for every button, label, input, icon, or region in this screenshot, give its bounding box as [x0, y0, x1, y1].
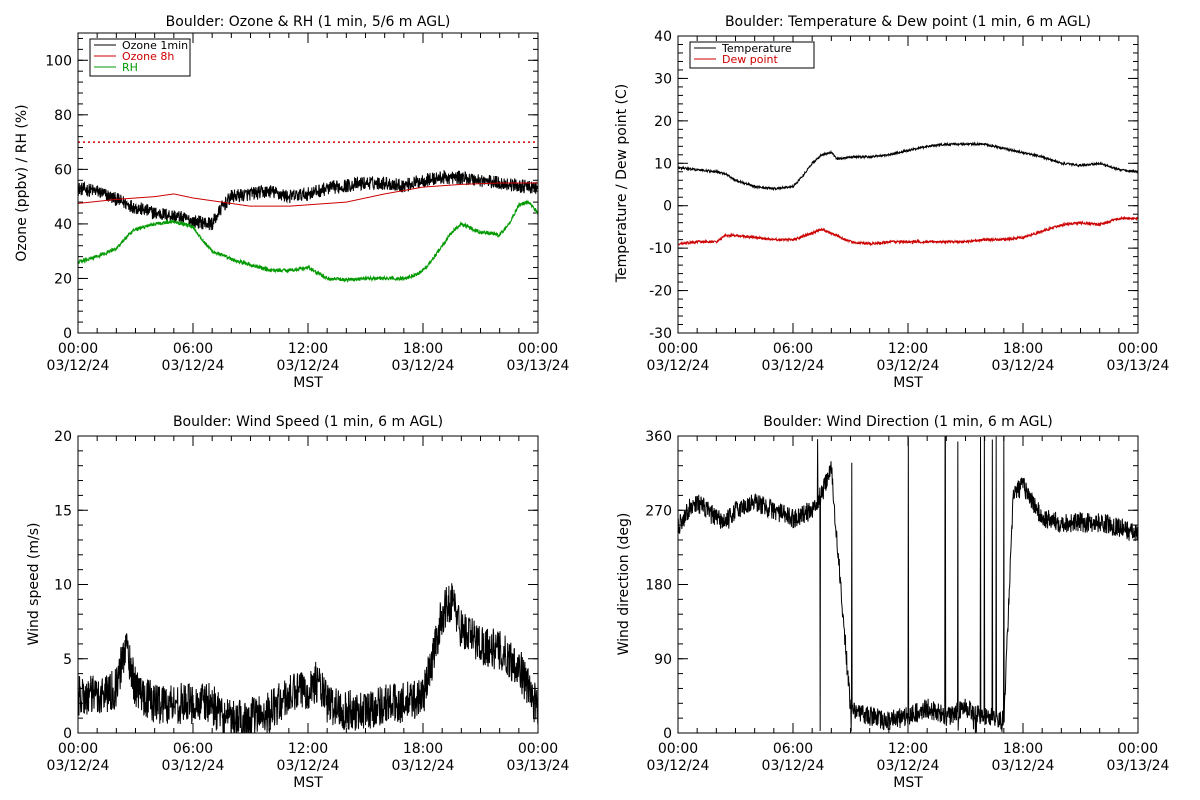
x-tick-time-label: 00:00	[658, 341, 698, 357]
series-line	[677, 215, 1139, 247]
series-line	[77, 182, 538, 207]
x-tick-date-label: 03/12/24	[47, 358, 110, 374]
y-tick-label: -10	[649, 241, 672, 257]
y-tick-label: 20	[654, 114, 672, 130]
panel-wind-direction: Boulder: Wind Direction (1 min, 6 m AGL)…	[616, 414, 1170, 791]
panel-title: Boulder: Ozone & RH (1 min, 5/6 m AGL)	[166, 14, 451, 30]
y-axis-label: Wind speed (m/s)	[26, 523, 42, 646]
y-tick-label: 0	[663, 199, 672, 215]
y-tick-label: 60	[54, 162, 72, 178]
x-tick-time-label: 00:00	[1118, 341, 1158, 357]
y-axis-label: Wind direction (deg)	[616, 513, 632, 656]
x-axis-label: MST	[293, 775, 323, 791]
x-tick-time-label: 18:00	[403, 741, 443, 757]
x-tick-date-label: 03/12/24	[392, 358, 455, 374]
series-line	[677, 141, 1139, 192]
y-tick-label: 80	[54, 108, 72, 124]
y-tick-label: 0	[63, 726, 72, 742]
x-tick-time-label: 00:00	[658, 741, 698, 757]
y-tick-label: 20	[54, 271, 72, 287]
x-tick-date-label: 03/12/24	[392, 758, 455, 774]
legend-label: RH	[122, 61, 138, 74]
x-tick-date-label: 03/12/24	[762, 358, 825, 374]
x-tick-date-label: 03/12/24	[47, 758, 110, 774]
y-axis-label: Ozone (ppbv) / RH (%)	[14, 104, 30, 261]
x-tick-date-label: 03/13/24	[1107, 358, 1170, 374]
plot-frame	[77, 435, 539, 734]
y-tick-label: 90	[654, 652, 672, 668]
x-tick-date-label: 03/12/24	[762, 758, 825, 774]
y-tick-label: 5	[63, 652, 72, 668]
panel-title: Boulder: Wind Direction (1 min, 6 m AGL)	[763, 414, 1052, 430]
x-tick-date-label: 03/12/24	[162, 758, 225, 774]
y-tick-label: 10	[654, 156, 672, 172]
series-line	[77, 199, 539, 283]
x-tick-time-label: 06:00	[173, 741, 213, 757]
x-tick-time-label: 12:00	[888, 741, 928, 757]
x-tick-time-label: 12:00	[288, 741, 328, 757]
panel-temperature-dewpoint: Boulder: Temperature & Dew point (1 min,…	[614, 14, 1170, 391]
x-tick-date-label: 03/12/24	[992, 758, 1055, 774]
x-tick-date-label: 03/12/24	[277, 758, 340, 774]
x-tick-date-label: 03/12/24	[162, 358, 225, 374]
y-tick-label: 270	[645, 503, 672, 519]
y-tick-label: 40	[54, 217, 72, 233]
legend-label: Dew point	[722, 53, 778, 66]
x-tick-time-label: 06:00	[773, 341, 813, 357]
legend-label: Ozone 1min	[122, 39, 188, 52]
y-tick-label: 0	[63, 326, 72, 342]
series-line	[77, 169, 539, 231]
x-axis-label: MST	[893, 775, 923, 791]
y-tick-label: -20	[649, 284, 672, 300]
x-tick-time-label: 06:00	[173, 341, 213, 357]
x-tick-date-label: 03/13/24	[507, 358, 570, 374]
x-tick-time-label: 18:00	[403, 341, 443, 357]
panel-wind-speed: Boulder: Wind Speed (1 min, 6 m AGL) MST…	[26, 414, 570, 791]
x-tick-date-label: 03/12/24	[992, 358, 1055, 374]
y-tick-label: 100	[45, 53, 72, 69]
y-tick-label: 10	[54, 578, 72, 594]
x-tick-time-label: 18:00	[1003, 741, 1043, 757]
x-axis-label: MST	[293, 375, 323, 391]
y-tick-label: 20	[54, 429, 72, 445]
plot-frame	[677, 435, 1139, 734]
y-axis-label: Temperature / Dew point (C)	[614, 84, 630, 283]
x-tick-date-label: 03/13/24	[1107, 758, 1170, 774]
legend-label: Ozone 8h	[122, 50, 174, 63]
x-tick-date-label: 03/12/24	[647, 358, 710, 374]
legend-box	[689, 41, 815, 69]
x-tick-time-label: 06:00	[773, 741, 813, 757]
x-tick-date-label: 03/12/24	[877, 758, 940, 774]
x-tick-time-label: 18:00	[1003, 341, 1043, 357]
plot-frame	[77, 32, 539, 334]
panel-ozone-rh: Boulder: Ozone & RH (1 min, 5/6 m AGL) M…	[14, 14, 570, 391]
x-tick-date-label: 03/12/24	[877, 358, 940, 374]
y-tick-label: 15	[54, 503, 72, 519]
legend-label: Temperature	[721, 42, 792, 55]
y-tick-label: 30	[654, 71, 672, 87]
x-tick-date-label: 03/12/24	[277, 358, 340, 374]
x-axis-label: MST	[893, 375, 923, 391]
series-line	[677, 435, 1139, 733]
x-tick-time-label: 00:00	[518, 341, 558, 357]
x-tick-time-label: 12:00	[888, 341, 928, 357]
x-tick-time-label: 00:00	[1118, 741, 1158, 757]
x-tick-date-label: 03/12/24	[647, 758, 710, 774]
y-tick-label: 40	[654, 29, 672, 45]
x-tick-time-label: 12:00	[288, 341, 328, 357]
panel-title: Boulder: Temperature & Dew point (1 min,…	[725, 14, 1091, 30]
x-tick-time-label: 00:00	[518, 741, 558, 757]
y-tick-label: 360	[645, 429, 672, 445]
y-tick-label: 0	[663, 726, 672, 742]
panel-title: Boulder: Wind Speed (1 min, 6 m AGL)	[173, 414, 443, 430]
x-tick-time-label: 00:00	[58, 741, 98, 757]
series-line	[77, 583, 539, 734]
x-tick-date-label: 03/13/24	[507, 758, 570, 774]
x-tick-time-label: 00:00	[58, 341, 98, 357]
plot-frame	[677, 35, 1139, 334]
y-tick-label: -30	[649, 326, 672, 342]
y-tick-label: 180	[645, 578, 672, 594]
